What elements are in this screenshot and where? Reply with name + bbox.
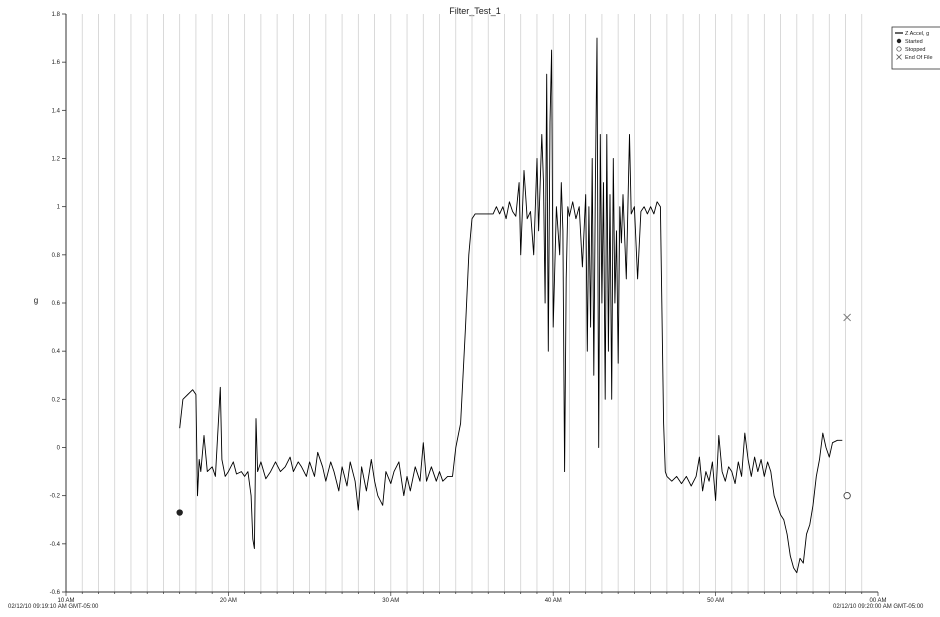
end-of-file-marker — [843, 313, 851, 322]
series-line-z-accel — [179, 37, 843, 574]
y-tick-label: 0 — [57, 446, 61, 452]
x-tick-label: 20 AM — [220, 598, 237, 604]
y-tick-label: 0.8 — [52, 253, 61, 259]
y-axis-label: g — [34, 296, 38, 305]
legend-label: End Of File — [905, 55, 933, 61]
x-ticks: 10 AM 20 AM 30 AM 40 AM 50 AM 00 AM — [57, 592, 887, 604]
legend-label: Z Accel, g — [905, 31, 929, 37]
y-tick-label: 1.8 — [52, 12, 61, 18]
event-markers — [176, 313, 851, 516]
y-tick-label: -0.2 — [50, 494, 61, 500]
y-tick-label: 0.6 — [52, 301, 61, 307]
y-tick-label: 1.2 — [52, 157, 61, 163]
x-tick-label: 10 AM — [57, 598, 74, 604]
x-end-label: 02/12/10 09:20:00 AM GMT-05:00 — [833, 604, 924, 610]
y-ticks: -0.6 -0.4 -0.2 0 0.2 0.4 0.6 0.8 1 1.2 1.4 1.6 1.8 — [50, 12, 66, 596]
y-tick-label: 1 — [57, 205, 61, 211]
y-tick-label: 0.4 — [52, 349, 61, 355]
y-tick-label: 1.6 — [52, 60, 61, 66]
series-group — [179, 37, 843, 574]
legend-open-circle-icon — [896, 46, 902, 52]
x-tick-label: 40 AM — [545, 598, 562, 604]
legend-x-icon — [896, 54, 902, 60]
x-tick-label: 30 AM — [382, 598, 399, 604]
stopped-marker — [843, 492, 851, 500]
y-tick-label: 1.4 — [52, 108, 61, 114]
x-tick-label: 50 AM — [707, 598, 724, 604]
legend: Z Accel, g Started Stopped End Of File — [891, 26, 940, 70]
legend-filled-circle-icon — [896, 38, 902, 44]
legend-label: Stopped — [905, 47, 926, 53]
x-tick-label: 00 AM — [869, 598, 886, 604]
grid-lines — [81, 14, 863, 592]
started-marker — [176, 509, 183, 516]
legend-label: Started — [905, 39, 923, 45]
y-tick-label: -0.6 — [50, 590, 61, 596]
x-start-label: 02/12/10 09:19:10 AM GMT-05:00 — [8, 604, 99, 610]
chart-title: Filter_Test_1 — [449, 6, 501, 16]
y-tick-label: -0.4 — [50, 542, 61, 548]
y-tick-label: 0.2 — [52, 397, 61, 403]
